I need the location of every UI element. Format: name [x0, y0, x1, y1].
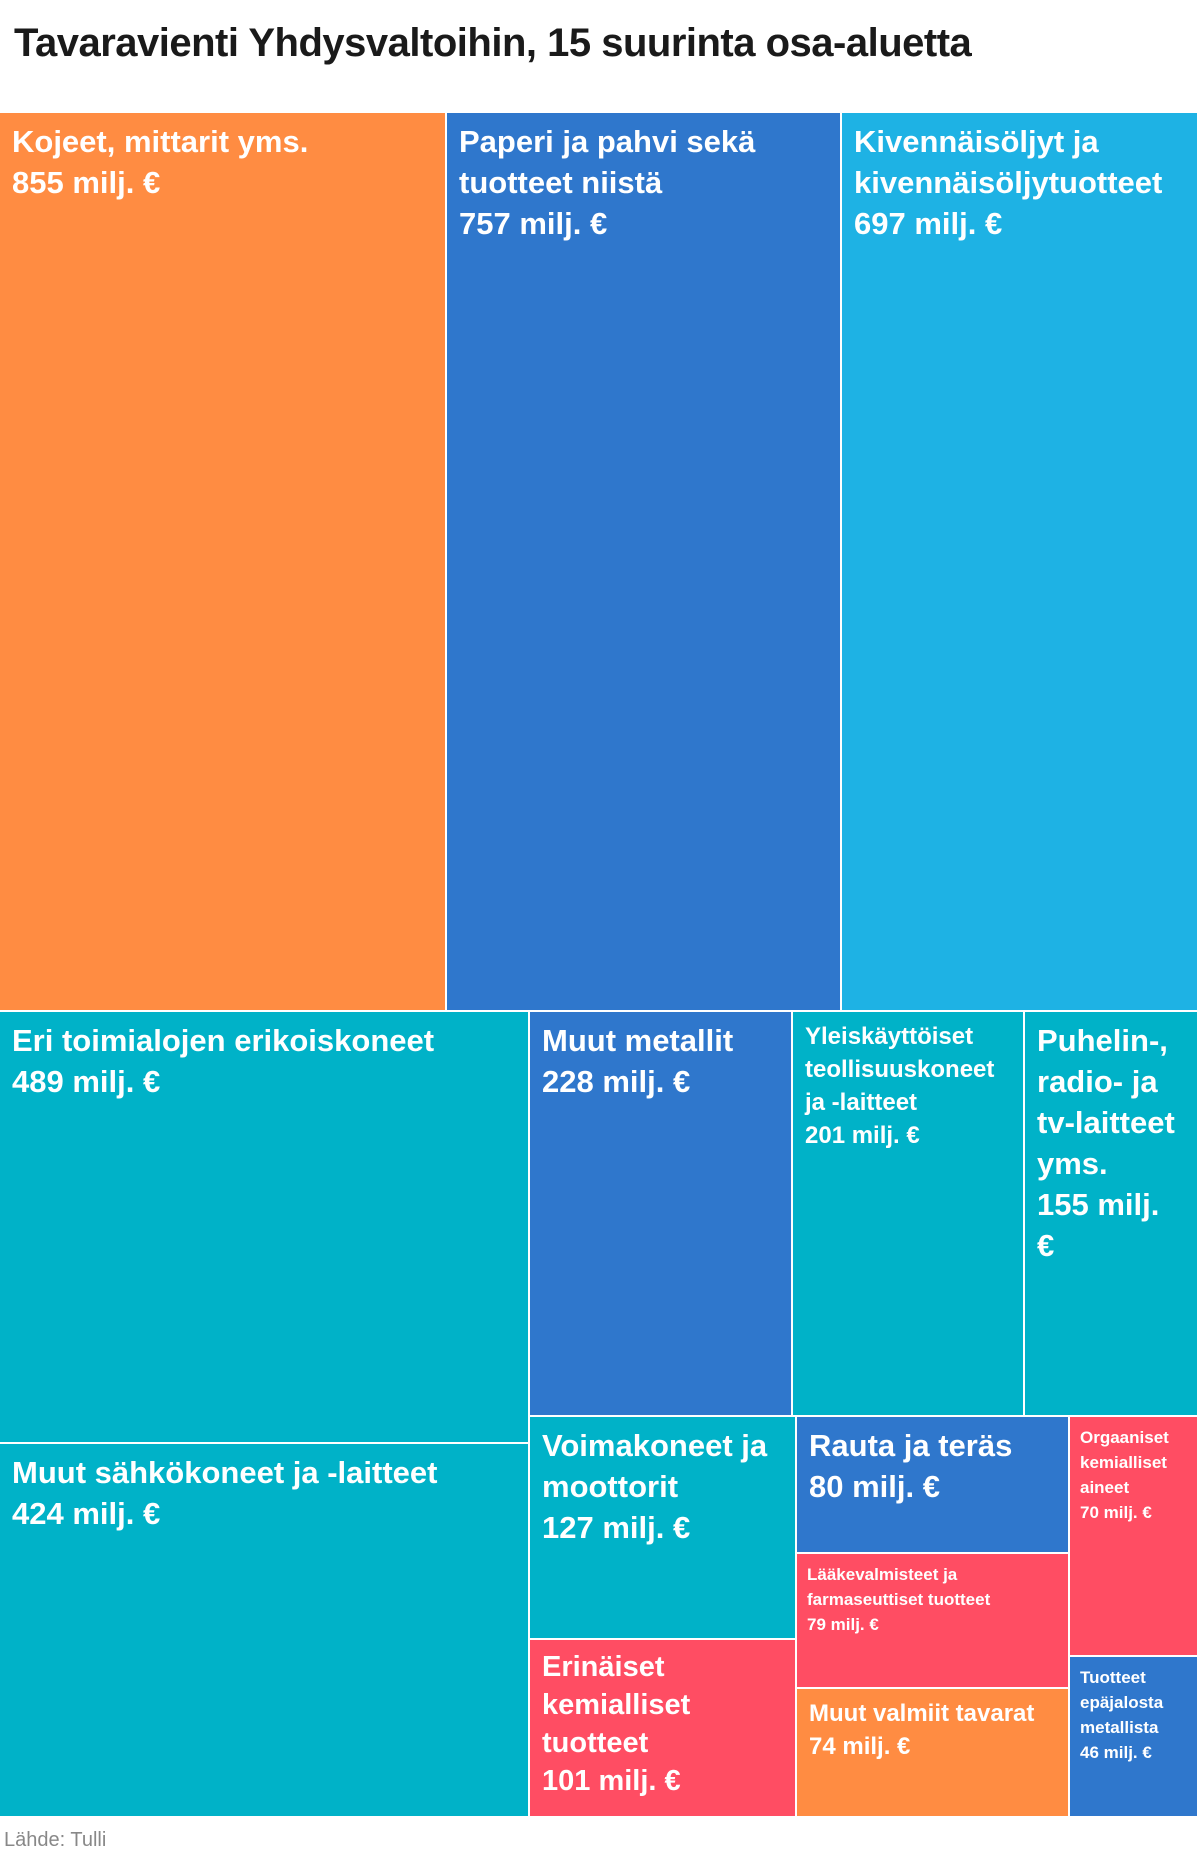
tile-rauta-teras[interactable]: Rauta ja teräs 80 milj. €: [797, 1417, 1070, 1554]
tile-paperi[interactable]: Paperi ja pahvi sekä tuotteet niistä 757…: [447, 113, 842, 1012]
tile-value: 201 milj. €: [805, 1122, 920, 1149]
tile-value: 70 milj. €: [1080, 1503, 1152, 1522]
tile-value: 489 milj. €: [12, 1064, 161, 1099]
tile-label: Rauta ja teräs: [809, 1428, 1013, 1463]
tile-yleiskayttoiset[interactable]: Yleiskäyttöiset teollisuuskoneet ja -lai…: [793, 1012, 1025, 1417]
tile-label: Kojeet, mittarit yms.: [12, 124, 309, 159]
tile-label: Muut valmiit tavarat: [809, 1700, 1035, 1727]
source-note: Lähde: Tulli: [4, 1829, 107, 1851]
tile-label: Puhelin-, radio- ja tv-laitteet yms.: [1037, 1023, 1175, 1181]
tile-kivennaisoljyt[interactable]: Kivennäisöljyt ja kivennäisöljytuotteet …: [842, 113, 1199, 1012]
tile-label: Orgaaniset kemialliset aineet: [1080, 1428, 1169, 1497]
tile-label: Paperi ja pahvi sekä tuotteet niistä: [459, 124, 756, 200]
tile-value: 101 milj. €: [542, 1765, 681, 1797]
tile-label: Erinäiset kemialliset tuotteet: [542, 1651, 691, 1759]
tile-label: Voimakoneet ja moottorit: [542, 1428, 768, 1504]
tile-value: 757 milj. €: [459, 206, 608, 241]
tile-value: 46 milj. €: [1080, 1743, 1152, 1762]
tile-muut-valmiit[interactable]: Muut valmiit tavarat 74 milj. €: [797, 1689, 1070, 1818]
tile-value: 74 milj. €: [809, 1733, 911, 1760]
chart-title: Tavaravienti Yhdysvaltoihin, 15 suurinta…: [14, 21, 972, 65]
tile-laakevalmisteet[interactable]: Lääkevalmisteet ja farmaseuttiset tuotte…: [797, 1554, 1070, 1689]
tile-value: 155 milj. €: [1037, 1187, 1160, 1263]
tile-label: Lääkevalmisteet ja farmaseuttiset tuotte…: [807, 1565, 991, 1609]
tile-voimakoneet[interactable]: Voimakoneet ja moottorit 127 milj. €: [530, 1417, 797, 1640]
tile-label: Kivennäisöljyt ja kivennäisöljytuotteet: [854, 124, 1163, 200]
tile-value: 855 milj. €: [12, 165, 161, 200]
tile-puhelin-laitteet[interactable]: Puhelin-, radio- ja tv-laitteet yms. 155…: [1025, 1012, 1199, 1417]
tile-value: 79 milj. €: [807, 1615, 879, 1634]
tile-value: 697 milj. €: [854, 206, 1003, 241]
tile-epajalosta-metallista[interactable]: Tuotteet epäjalosta metallista 46 milj. …: [1070, 1657, 1199, 1818]
tile-sahkokoneet[interactable]: Muut sähkökoneet ja -laitteet 424 milj. …: [0, 1444, 530, 1818]
tile-label: Tuotteet epäjalosta metallista: [1080, 1668, 1164, 1737]
tile-value: 228 milj. €: [542, 1064, 691, 1099]
tile-label: Muut metallit: [542, 1023, 734, 1058]
tile-label: Yleiskäyttöiset teollisuuskoneet ja -lai…: [805, 1023, 995, 1116]
tile-value: 127 milj. €: [542, 1510, 691, 1545]
tile-muut-metallit[interactable]: Muut metallit 228 milj. €: [530, 1012, 793, 1417]
tile-label: Eri toimialojen erikoiskoneet: [12, 1023, 435, 1058]
tile-kojeet[interactable]: Kojeet, mittarit yms. 855 milj. €: [0, 113, 447, 1012]
tile-orgaaniset[interactable]: Orgaaniset kemialliset aineet 70 milj. €: [1070, 1417, 1199, 1657]
tile-erinaiset-kemialliset[interactable]: Erinäiset kemialliset tuotteet 101 milj.…: [530, 1640, 797, 1818]
tile-value: 424 milj. €: [12, 1496, 161, 1531]
tile-value: 80 milj. €: [809, 1469, 940, 1504]
tile-erikoiskoneet[interactable]: Eri toimialojen erikoiskoneet 489 milj. …: [0, 1012, 530, 1444]
tile-label: Muut sähkökoneet ja -laitteet: [12, 1455, 438, 1490]
